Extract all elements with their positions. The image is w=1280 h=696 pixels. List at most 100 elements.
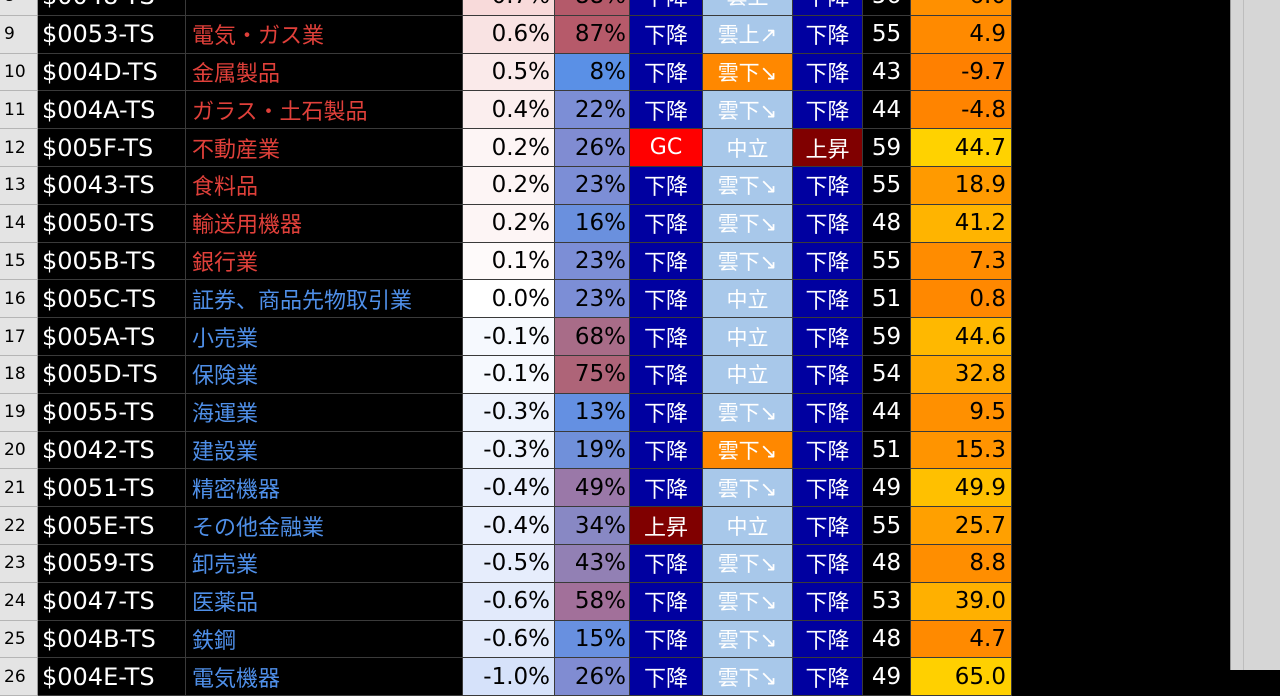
value-cell[interactable]: 15.3 [911,431,1012,470]
change-percent-cell[interactable]: 0.2% [463,166,555,205]
percentile-cell[interactable]: 26% [555,658,630,696]
value-cell[interactable]: 8.8 [911,544,1012,583]
sector-name-cell[interactable]: ガラス・土石製品 [186,91,463,130]
trend-status-cell[interactable]: 下降 [793,431,863,470]
ticker-code-cell[interactable]: $005D-TS [38,355,186,394]
sector-name-cell[interactable]: 金属製品 [186,53,463,92]
trend-status-cell[interactable]: 下降 [793,658,863,696]
cloud-status-cell[interactable]: 雲下↘ [703,544,793,583]
sector-name-cell[interactable]: 不動産業 [186,129,463,167]
change-percent-cell[interactable]: 0.1% [463,242,555,281]
row-number-cell[interactable]: 25 [0,620,38,659]
score-cell[interactable]: 51 [863,280,911,319]
cloud-status-cell[interactable]: 雲下↘ [703,393,793,432]
ticker-code-cell[interactable]: $004B-TS [38,620,186,659]
cloud-status-cell[interactable]: 雲下↘ [703,469,793,508]
row-number-cell[interactable]: 23 [0,544,38,583]
percentile-cell[interactable]: 87% [555,15,630,54]
ticker-code-cell[interactable]: $005C-TS [38,280,186,319]
value-cell[interactable]: 44.7 [911,129,1012,167]
cloud-status-cell[interactable]: 雲下↘ [703,53,793,92]
value-cell[interactable]: 25.7 [911,507,1012,545]
row-number-cell[interactable]: 11 [0,91,38,130]
score-cell[interactable]: 48 [863,204,911,243]
sector-name-cell[interactable]: 電気機器 [186,658,463,696]
row-number-cell[interactable]: 24 [0,582,38,621]
trend-status-cell[interactable]: 下降 [793,15,863,54]
score-cell[interactable]: 54 [863,355,911,394]
change-percent-cell[interactable]: 0.2% [463,204,555,243]
score-cell[interactable]: 59 [863,129,911,167]
value-cell[interactable]: 39.0 [911,582,1012,621]
value-cell[interactable]: -4.8 [911,91,1012,130]
sector-name-cell[interactable]: 建設業 [186,431,463,470]
ticker-code-cell[interactable]: $0051-TS [38,469,186,508]
signal-status-cell[interactable]: 下降 [630,280,703,319]
sector-name-cell[interactable]: その他金融業 [186,507,463,545]
ticker-code-cell[interactable]: $0043-TS [38,166,186,205]
score-cell[interactable]: 53 [863,582,911,621]
score-cell[interactable]: 44 [863,91,911,130]
change-percent-cell[interactable]: -0.3% [463,431,555,470]
row-number-cell[interactable]: 8 [0,0,38,16]
score-cell[interactable]: 51 [863,431,911,470]
score-cell[interactable]: 55 [863,242,911,281]
cloud-status-cell[interactable]: 雲下↘ [703,242,793,281]
percentile-cell[interactable]: 26% [555,129,630,167]
signal-status-cell[interactable]: 下降 [630,620,703,659]
signal-status-cell[interactable]: 下降 [630,658,703,696]
signal-status-cell[interactable]: 下降 [630,15,703,54]
percentile-cell[interactable]: 19% [555,431,630,470]
ticker-code-cell[interactable]: $005A-TS [38,318,186,356]
row-number-cell[interactable]: 9 [0,15,38,54]
ticker-code-cell[interactable]: $0042-TS [38,431,186,470]
trend-status-cell[interactable]: 下降 [793,544,863,583]
percentile-cell[interactable]: 16% [555,204,630,243]
cloud-status-cell[interactable]: 中立 [703,318,793,356]
sector-name-cell[interactable]: 食料品 [186,166,463,205]
score-cell[interactable]: 43 [863,53,911,92]
percentile-cell[interactable]: 34% [555,507,630,545]
change-percent-cell[interactable]: -0.4% [463,469,555,508]
trend-status-cell[interactable]: 上昇 [793,129,863,167]
percentile-cell[interactable]: 23% [555,166,630,205]
score-cell[interactable]: 56 [863,0,911,16]
cloud-status-cell[interactable]: 雲下↘ [703,658,793,696]
row-number-cell[interactable]: 17 [0,318,38,356]
sector-name-cell[interactable]: 証券、商品先物取引業 [186,280,463,319]
trend-status-cell[interactable]: 下降 [793,91,863,130]
change-percent-cell[interactable]: 0.2% [463,129,555,167]
cloud-status-cell[interactable]: 雲下↘ [703,166,793,205]
signal-status-cell[interactable]: 下降 [630,53,703,92]
value-cell[interactable]: 7.3 [911,242,1012,281]
percentile-cell[interactable]: 68% [555,318,630,356]
change-percent-cell[interactable]: -0.5% [463,544,555,583]
row-number-cell[interactable]: 15 [0,242,38,281]
trend-status-cell[interactable]: 下降 [793,393,863,432]
signal-status-cell[interactable]: GC [630,129,703,167]
sector-name-cell[interactable]: 銀行業 [186,242,463,281]
score-cell[interactable]: 49 [863,658,911,696]
value-cell[interactable]: 4.9 [911,15,1012,54]
value-cell[interactable]: 9.5 [911,393,1012,432]
cloud-status-cell[interactable]: 雲下↘ [703,582,793,621]
cloud-status-cell[interactable]: 雲下↘ [703,620,793,659]
sector-name-cell[interactable]: 卸売業 [186,544,463,583]
value-cell[interactable]: -9.7 [911,53,1012,92]
signal-status-cell[interactable]: 上昇 [630,507,703,545]
cloud-status-cell[interactable]: 中立 [703,129,793,167]
value-cell[interactable]: 4.7 [911,620,1012,659]
value-cell[interactable]: 44.6 [911,318,1012,356]
cloud-status-cell[interactable]: 中立 [703,280,793,319]
score-cell[interactable]: 48 [863,620,911,659]
value-cell[interactable]: 6.0 [911,0,1012,16]
row-number-cell[interactable]: 14 [0,204,38,243]
ticker-code-cell[interactable]: $0050-TS [38,204,186,243]
ticker-code-cell[interactable]: $005F-TS [38,129,186,167]
row-number-cell[interactable]: 12 [0,129,38,167]
change-percent-cell[interactable]: -0.1% [463,355,555,394]
change-percent-cell[interactable]: 0.6% [463,15,555,54]
sector-name-cell[interactable] [186,0,463,16]
sector-name-cell[interactable]: 鉄鋼 [186,620,463,659]
percentile-cell[interactable]: 43% [555,544,630,583]
